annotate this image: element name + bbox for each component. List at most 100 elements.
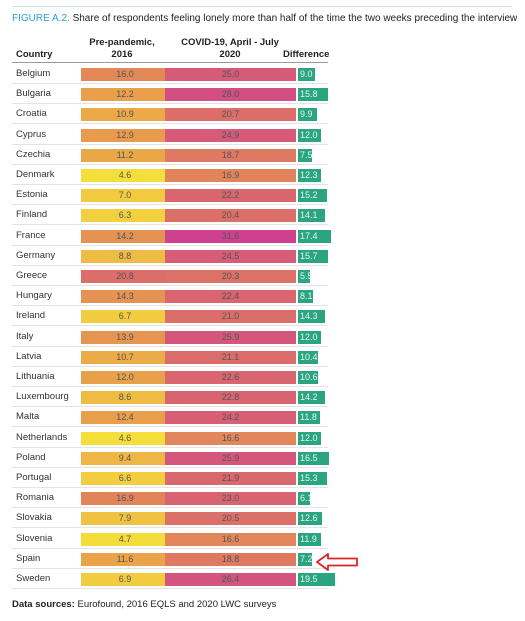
country-label: Greece [16,270,48,281]
table-row: Sweden 6.9 26.4 19.5 [12,569,336,589]
table-row: Bulgaria 12.2 28.0 15.8 [12,84,329,105]
pre-pandemic-cell: 6.3 [81,209,169,223]
difference-bar: 15.7 [298,249,328,263]
country-label: Belgium [16,68,51,79]
top-rule [12,6,512,7]
difference-bar: 12.0 [298,128,321,142]
pre-pandemic-cell: 4.6 [81,169,169,182]
difference-bar: 15.2 [298,189,327,203]
row-divider [12,386,328,387]
highlight-arrow-icon [316,553,358,571]
row-divider [12,446,328,448]
difference-bar: 12.0 [298,431,321,445]
table-row: Greece 20.8 20.3 5.5 [12,266,328,286]
header-rule [12,62,328,63]
row-divider [12,325,328,327]
country-label: Romania [16,492,55,504]
country-label: France [16,229,46,241]
difference-bar: 15.8 [298,88,329,102]
covid-cell: 20.4 [165,209,296,223]
row-divider [12,345,328,347]
row-divider [12,224,328,226]
row-divider [12,487,328,488]
table-row: Lithuania 12.0 22.6 10.6 [12,367,328,387]
difference-bar: 8.1 [298,290,314,304]
covid-cell: 22.2 [165,189,296,203]
row-divider [12,426,328,428]
header-covid-line2: 2020 [219,49,241,60]
row-divider [12,143,328,145]
row-divider [12,244,328,246]
pre-pandemic-cell: 6.7 [81,310,169,324]
data-sources-text: Eurofound, 2016 EQLS and 2020 LWC survey… [77,599,277,610]
difference-bar: 11.8 [298,411,321,425]
table-row: Slovenia 4.7 16.6 11.9 [12,529,328,549]
country-label: Netherlands [16,431,68,443]
difference-bar: 17.4 [298,229,332,243]
country-label: Croatia [16,108,47,120]
row-divider [12,466,328,468]
header-pre-pandemic: Pre-pandemic, 2016 [82,37,162,61]
figure-title-text: Share of respondents feeling lonely more… [72,13,517,24]
row-divider [12,123,328,125]
table-row: Hungary 14.3 22.4 8.1 [12,286,328,307]
difference-bar: 9.9 [298,108,317,122]
table-row: Slovakia 7.9 20.5 12.6 [12,508,328,529]
covid-cell: 22.8 [165,391,296,405]
covid-cell: 22.6 [165,371,296,384]
pre-pandemic-cell: 7.0 [81,189,169,203]
pre-pandemic-cell: 12.9 [81,128,169,142]
country-label: Luxembourg [16,391,69,403]
row-divider [12,83,328,84]
pre-pandemic-cell: 8.6 [81,391,169,405]
pre-pandemic-cell: 7.9 [81,512,169,526]
row-divider [12,547,328,549]
row-divider [12,163,328,165]
country-label: Latvia [16,350,42,362]
difference-bar: 5.5 [298,270,313,283]
difference-bar: 19.5 [298,573,336,586]
difference-bar: 12.6 [298,512,322,526]
country-label: Ireland [16,310,46,322]
country-label: Slovakia [16,512,52,524]
row-divider [12,567,328,569]
pre-pandemic-cell: 14.3 [81,290,169,304]
header-pre-line2: 2016 [111,49,133,60]
covid-cell: 16.6 [165,532,296,546]
difference-bar: 16.5 [298,451,330,465]
header-country: Country [16,49,53,60]
row-divider [12,527,328,529]
table-row: Romania 16.9 23.0 6.1 [12,488,328,509]
covid-cell: 24.9 [165,128,296,142]
pre-pandemic-cell: 10.7 [81,350,169,364]
row-divider [12,507,328,509]
difference-bar: 10.4 [298,350,318,364]
country-label: Finland [16,209,48,221]
difference-bar: 7.2 [298,552,313,566]
difference-bar: 11.9 [298,532,321,546]
table-row: Estonia 7.0 22.2 15.2 [12,185,328,206]
difference-bar: 7.5 [298,148,313,162]
pre-pandemic-cell: 8.8 [81,249,169,263]
table-row: Spain 11.6 18.8 7.2 [12,549,328,569]
covid-cell: 25.0 [165,68,296,81]
covid-cell: 24.2 [165,411,296,425]
row-divider [12,305,328,307]
pre-pandemic-cell: 12.0 [81,371,169,384]
table-row: Latvia 10.7 21.1 10.4 [12,347,328,367]
pre-pandemic-cell: 20.8 [81,270,169,283]
country-label: Poland [16,451,46,463]
pre-pandemic-cell: 4.6 [81,431,169,445]
covid-cell: 20.5 [165,512,296,526]
covid-cell: 23.0 [165,492,296,506]
figure-label: FIGURE A.2. [12,13,70,24]
table-row: Italy 13.9 25.9 12.0 [12,327,328,347]
pre-pandemic-cell: 12.4 [81,411,169,425]
row-divider [12,204,328,206]
pre-pandemic-cell: 11.6 [81,552,169,566]
table-row: France 14.2 31.6 17.4 [12,226,332,246]
covid-cell: 18.8 [165,552,296,566]
covid-cell: 25.9 [165,451,296,465]
difference-bar: 14.3 [298,310,326,324]
